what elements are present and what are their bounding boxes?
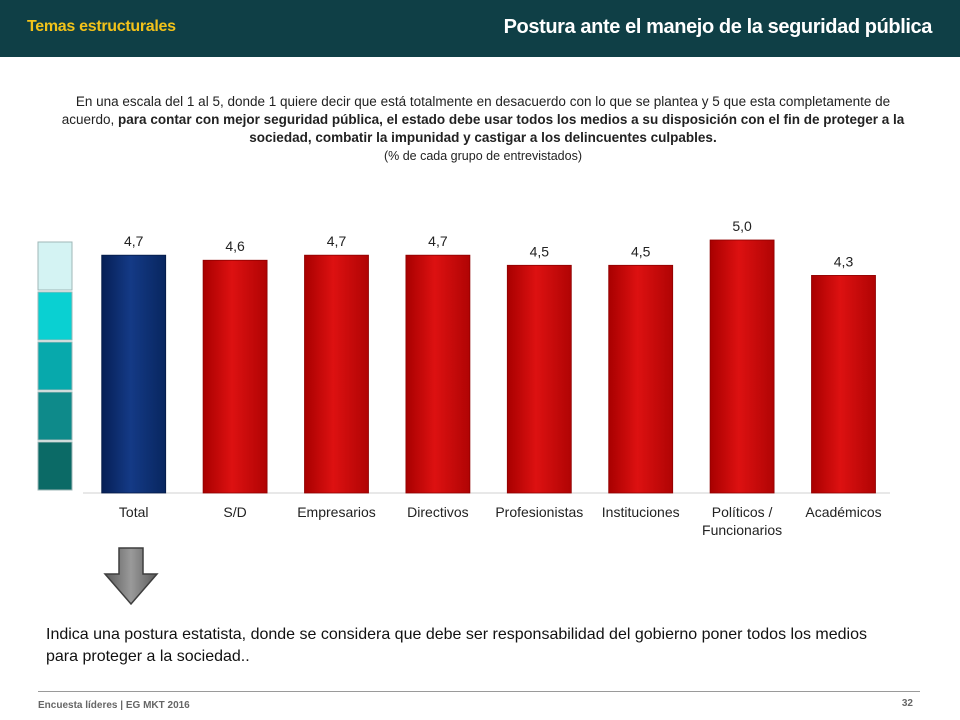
category-label: Políticos / Funcionarios	[702, 504, 782, 538]
slide-title: Postura ante el manejo de la seguridad p…	[503, 16, 933, 38]
down-arrow-icon	[103, 547, 159, 606]
scale-block-5	[37, 441, 73, 491]
category-label: S/D	[223, 504, 246, 520]
scale-block-3	[37, 341, 73, 391]
bar-directivos	[405, 254, 471, 494]
bar-total	[101, 254, 167, 494]
category-label: Profesionistas	[495, 504, 583, 520]
category-label: Total	[119, 504, 149, 520]
bar-empresarios	[304, 254, 369, 494]
value-label: 4,7	[327, 233, 347, 249]
value-label: 4,5	[631, 243, 651, 259]
bar-instituciones	[608, 264, 674, 494]
bar-chart: 4,7 4,6 4,7 4,7 4,5 4,5 5,0 4,3 Total S/D Empresa…	[37, 218, 890, 538]
bar-acad-micos	[811, 275, 876, 494]
question-text: En una escala del 1 al 5, donde 1 quiere…	[58, 93, 908, 165]
value-label: 4,7	[428, 233, 448, 249]
footer-divider	[38, 691, 920, 692]
value-label: 4,5	[530, 243, 550, 259]
value-label: 4,7	[124, 233, 144, 249]
bar-s-d	[202, 259, 268, 494]
question-note: (% de cada grupo de entrevistados)	[383, 149, 583, 163]
header-bar: Temas estructurales Postura ante el mane…	[0, 0, 960, 57]
scale-block-4	[37, 391, 73, 441]
value-label: 4,6	[225, 238, 245, 254]
question-statement: para contar con mejor seguridad pública,…	[118, 112, 905, 145]
category-label: Académicos	[805, 504, 881, 520]
category-label: Empresarios	[297, 504, 376, 520]
value-label: 5,0	[732, 218, 752, 234]
bar-pol-ticos-funcionarios	[709, 239, 775, 494]
bar-profesionistas	[506, 264, 572, 494]
category-label: Instituciones	[602, 504, 680, 520]
section-label: Temas estructurales	[27, 18, 176, 35]
scale-color-legend	[37, 241, 73, 491]
page-number: 32	[901, 698, 913, 709]
question-intro: En una escala del 1 al 5, donde 1 quiere…	[61, 94, 891, 127]
footer-source: Encuesta líderes | EG MKT 2016	[38, 700, 190, 711]
scale-block-2	[37, 291, 73, 341]
scale-block-1	[37, 241, 73, 291]
conclusion-text: Indica una postura estatista, donde se c…	[46, 626, 867, 665]
value-label: 4,3	[834, 253, 854, 269]
category-label: Directivos	[407, 504, 468, 520]
